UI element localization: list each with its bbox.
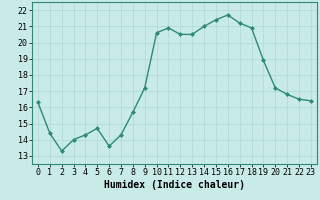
X-axis label: Humidex (Indice chaleur): Humidex (Indice chaleur) (104, 180, 245, 190)
